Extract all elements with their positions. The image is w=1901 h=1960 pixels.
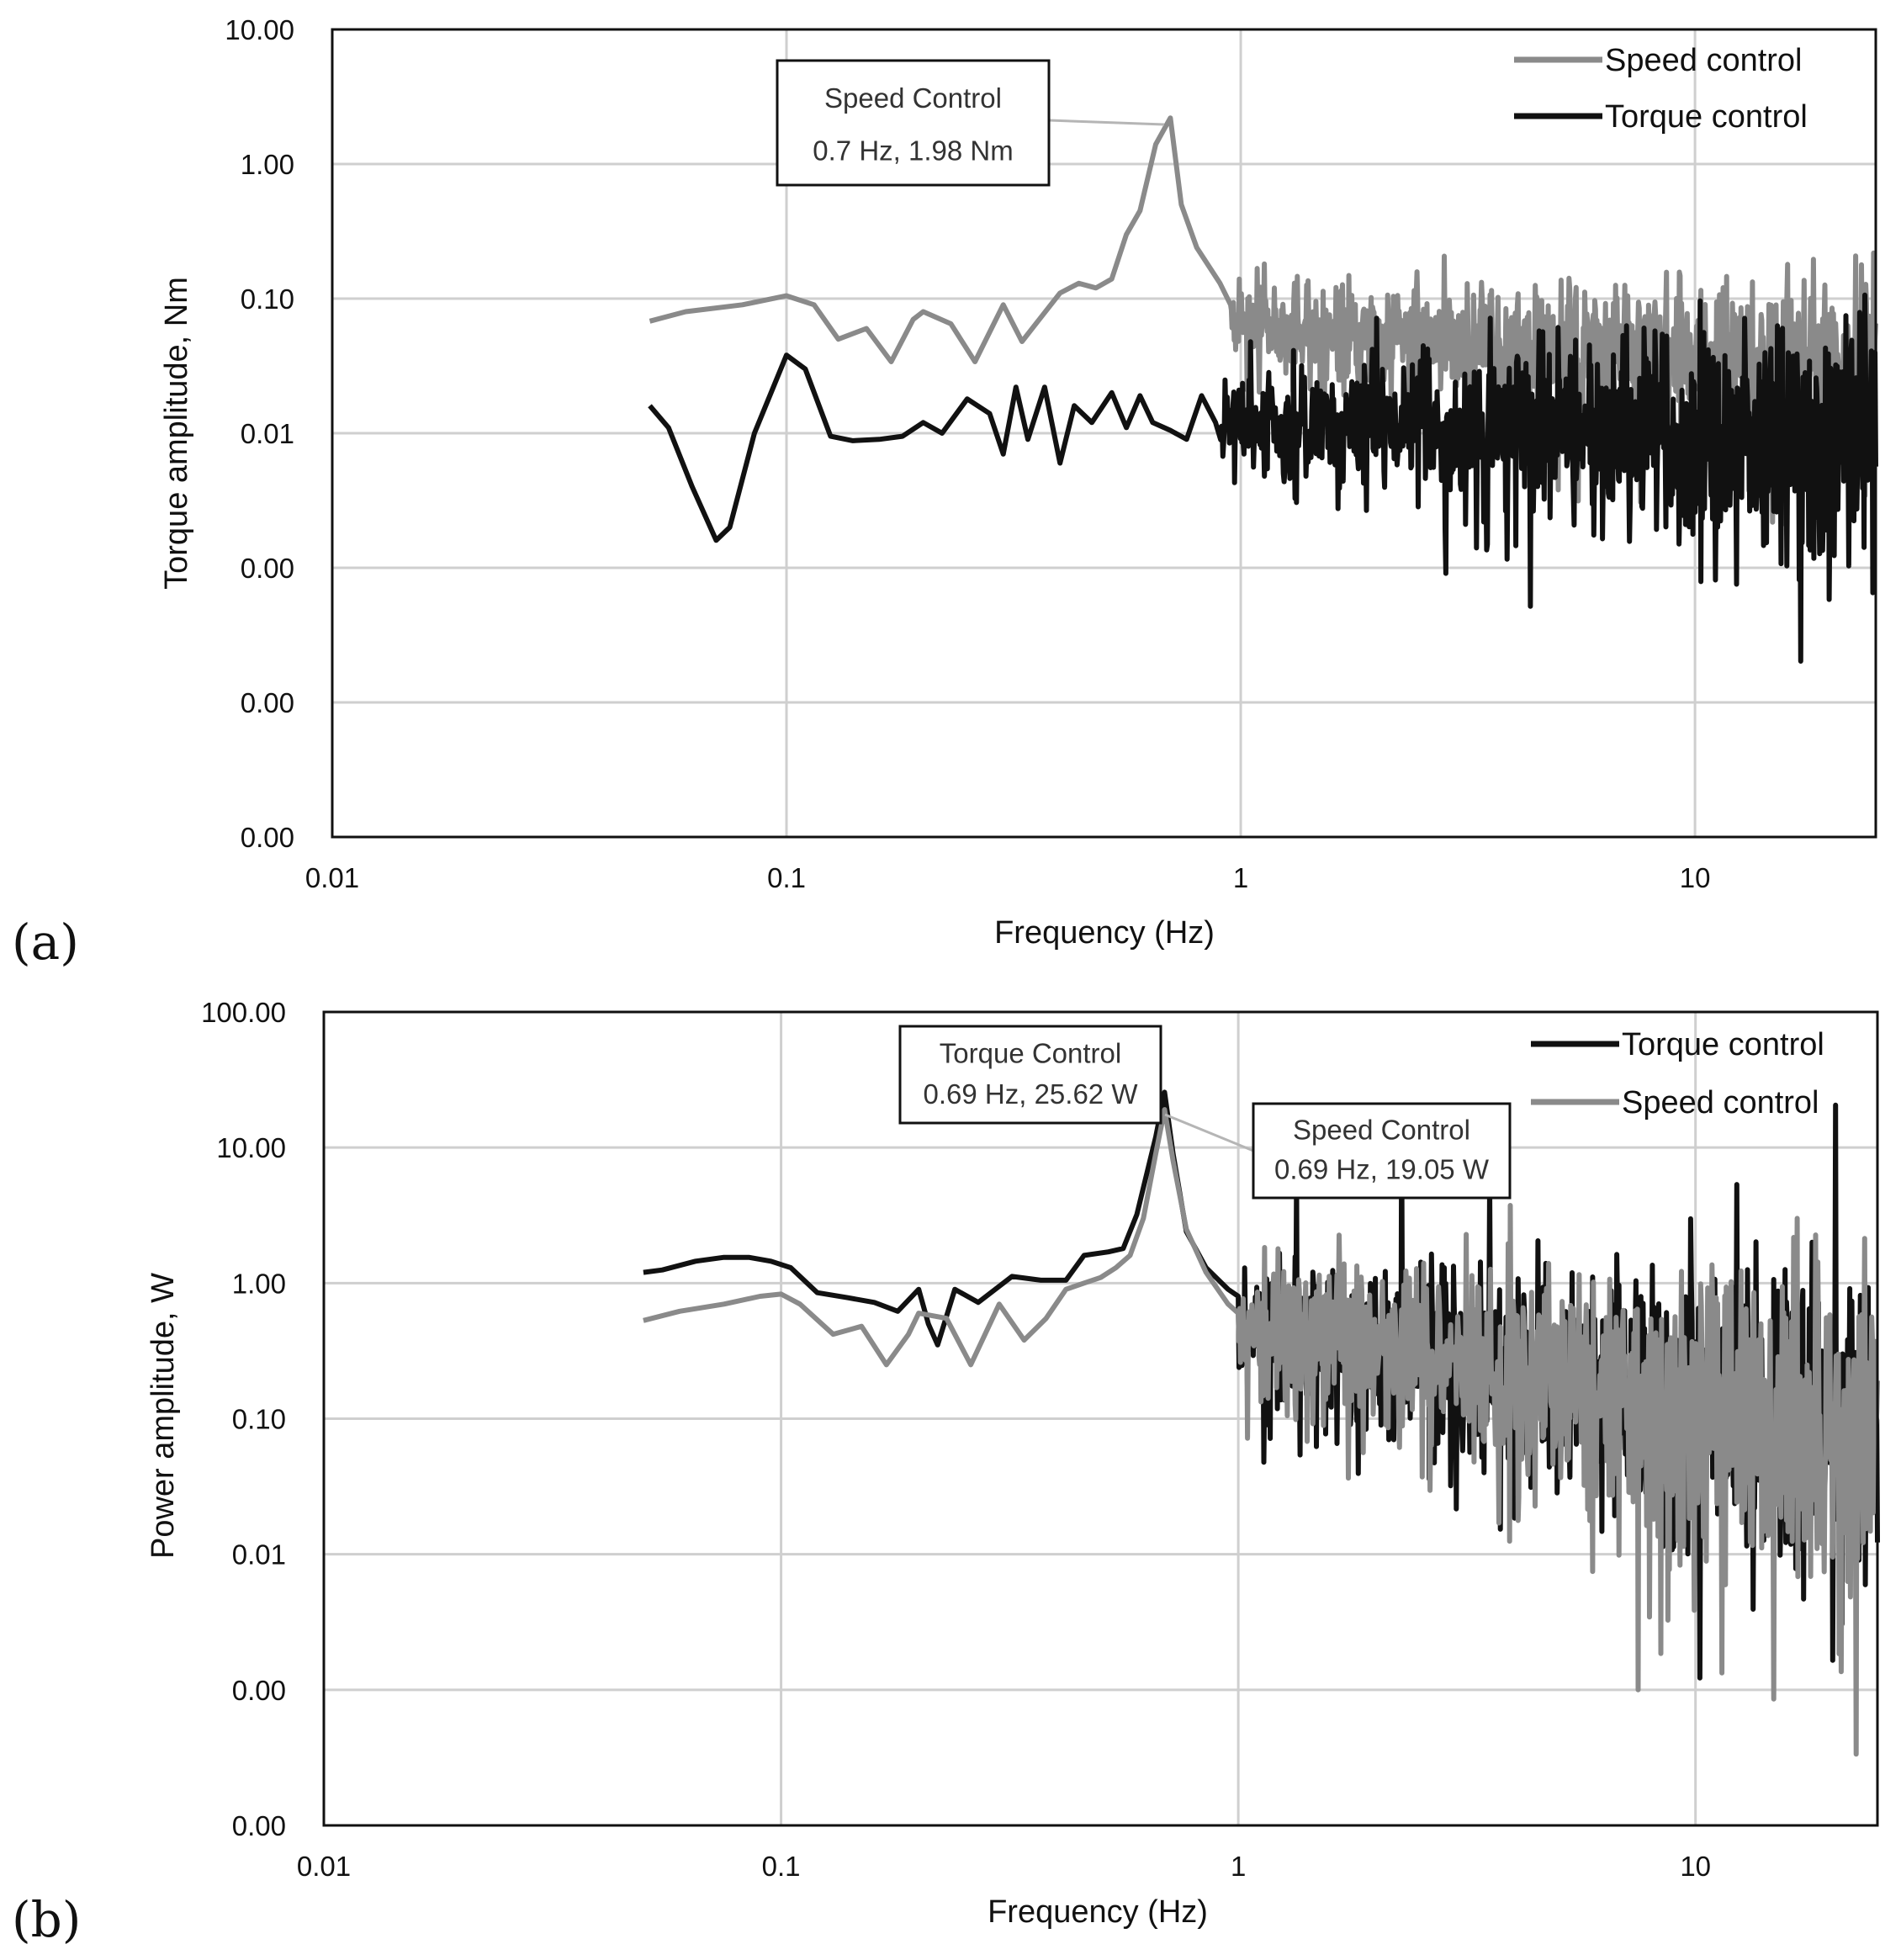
panel-a-y-tick-label: 0.01 (241, 418, 294, 449)
panel-a-y-tick-label: 0.10 (241, 283, 294, 315)
panel-a-y-tick-label: 0.00 (241, 822, 294, 853)
panel-a-annotation-leader (1048, 119, 1165, 126)
panel-b-annotations: Torque Control 0.69 Hz, 25.62 W Speed Cont… (898, 1025, 1512, 1200)
panel-a-legend-item: Torque control (1514, 99, 1808, 135)
panel-a-legend-label: Speed control (1605, 43, 1803, 78)
panel-b-x-tick-label: 0.1 (762, 1851, 801, 1882)
panel-a-y-tick-label: 10.00 (225, 14, 294, 45)
panel-a-x-ticks: 0.01 0.1 1 10 (305, 862, 1711, 893)
panel-b-y-tick-label: 0.01 (232, 1539, 286, 1571)
panel-b-annotation-speed-control: Speed Control 0.69 Hz, 19.05 W (1164, 1102, 1512, 1200)
panel-a-annotation-box (776, 59, 1051, 187)
panel-b-chart: 0.00 0.00 0.01 0.10 1.00 10.00 100.00 0.01 0.1 1… (12, 997, 1880, 1948)
panel-b-legend-item: Speed control (1531, 1085, 1819, 1120)
panel-a-x-tick-label: 1 (1233, 862, 1248, 893)
panel-b-annotation-title: Torque Control (940, 1038, 1121, 1069)
panel-b-annotation-torque-control: Torque Control 0.69 Hz, 25.62 W (898, 1025, 1162, 1125)
panel-b-annotation-box (1252, 1102, 1512, 1200)
panel-b-series-speed-control (643, 1107, 1880, 1757)
panel-a-annotation-speed-control: Speed Control 0.7 Hz, 1.98 Nm (776, 59, 1165, 187)
panel-a-legend: Speed control Torque control (1514, 43, 1808, 135)
panel-b-plot-frame (322, 1010, 1879, 1827)
panel-b-series (643, 1089, 1880, 1757)
panel-a-y-tick-label: 0.00 (241, 687, 294, 718)
panel-a-chart: 0.00 0.00 0.00 0.01 0.10 1.00 10.00 0.01 0.1 1 10… (12, 14, 1878, 971)
panel-a-x-tick-label: 10 (1680, 862, 1711, 893)
panel-b-y-axis-title: Power amplitude, W (146, 1273, 181, 1559)
panel-b-x-tick-label: 10 (1680, 1851, 1711, 1882)
panel-b-annotation-title: Speed Control (1293, 1115, 1470, 1146)
panel-a-y-axis-title: Torque amplitude, Nm (159, 277, 194, 590)
panel-a-legend-label: Torque control (1605, 99, 1808, 135)
panel-b-legend-item: Torque control (1531, 1027, 1824, 1062)
panel-b-y-tick-label: 0.00 (232, 1810, 286, 1841)
panel-a-annotations: Speed Control 0.7 Hz, 1.98 Nm (776, 59, 1165, 187)
panel-a-x-tick-label: 0.01 (305, 862, 359, 893)
panel-b-y-ticks: 0.00 0.00 0.01 0.10 1.00 10.00 100.00 (201, 997, 286, 1841)
panel-b-legend: Torque control Speed control (1531, 1027, 1824, 1120)
panel-b-legend-label: Speed control (1622, 1085, 1819, 1120)
panel-b-annotation-box (898, 1025, 1162, 1125)
panel-b-x-axis-title: Frequency (Hz) (988, 1894, 1208, 1930)
panel-b-x-tick-label: 0.01 (297, 1851, 351, 1882)
panel-a-y-tick-label: 0.00 (241, 553, 294, 584)
panel-a-series-torque-control (648, 292, 1878, 664)
panel-b-x-tick-label: 1 (1231, 1851, 1246, 1882)
panel-a-legend-item: Speed control (1514, 43, 1803, 78)
panel-a-annotation-title: Speed Control (824, 82, 1002, 114)
panel-a-series (648, 115, 1878, 664)
panel-b-annotation-value: 0.69 Hz, 25.62 W (924, 1078, 1139, 1110)
panel-b-annotation-value: 0.69 Hz, 19.05 W (1274, 1154, 1490, 1185)
panel-a-label: (a) (12, 914, 79, 971)
panel-b-y-tick-label: 0.10 (232, 1404, 286, 1435)
panel-a-x-tick-label: 0.1 (767, 862, 806, 893)
panel-a-annotation-value: 0.7 Hz, 1.98 Nm (813, 135, 1013, 166)
panel-b-annotation-leader (1164, 1113, 1254, 1152)
panel-b-y-tick-label: 10.00 (216, 1132, 286, 1163)
panel-a-y-ticks: 0.00 0.00 0.00 0.01 0.10 1.00 10.00 (225, 14, 294, 853)
panel-b-legend-label: Torque control (1622, 1027, 1824, 1062)
panel-a-x-axis-title: Frequency (Hz) (994, 915, 1215, 951)
panel-a-y-tick-label: 1.00 (241, 149, 294, 180)
panel-b-y-tick-label: 1.00 (232, 1268, 286, 1299)
panel-b-y-tick-label: 0.00 (232, 1675, 286, 1706)
panel-b-x-ticks: 0.01 0.1 1 10 (297, 1851, 1711, 1882)
panel-a-plot-frame (331, 28, 1877, 839)
panel-b-label: (b) (12, 1891, 81, 1948)
panel-b-y-tick-label: 100.00 (201, 997, 286, 1028)
